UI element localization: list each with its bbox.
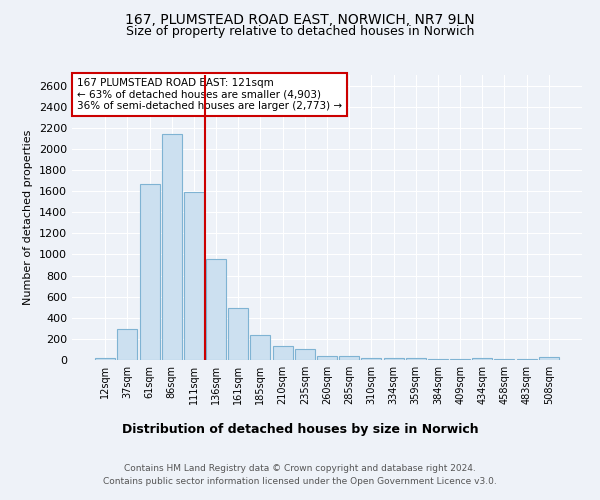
Bar xyxy=(250,334,271,360)
Bar xyxy=(339,356,359,360)
Bar xyxy=(162,134,182,360)
Bar xyxy=(361,358,382,360)
Bar xyxy=(472,358,492,360)
Y-axis label: Number of detached properties: Number of detached properties xyxy=(23,130,34,305)
Bar xyxy=(140,184,160,360)
Bar xyxy=(539,358,559,360)
Bar xyxy=(295,349,315,360)
Bar xyxy=(228,308,248,360)
Text: 167 PLUMSTEAD ROAD EAST: 121sqm
← 63% of detached houses are smaller (4,903)
36%: 167 PLUMSTEAD ROAD EAST: 121sqm ← 63% of… xyxy=(77,78,342,111)
Bar xyxy=(206,258,226,360)
Text: 167, PLUMSTEAD ROAD EAST, NORWICH, NR7 9LN: 167, PLUMSTEAD ROAD EAST, NORWICH, NR7 9… xyxy=(125,12,475,26)
Bar xyxy=(317,356,337,360)
Bar xyxy=(95,358,115,360)
Bar xyxy=(272,346,293,360)
Text: Size of property relative to detached houses in Norwich: Size of property relative to detached ho… xyxy=(126,25,474,38)
Bar xyxy=(383,358,404,360)
Text: Distribution of detached houses by size in Norwich: Distribution of detached houses by size … xyxy=(122,422,478,436)
Text: Contains HM Land Registry data © Crown copyright and database right 2024.: Contains HM Land Registry data © Crown c… xyxy=(124,464,476,473)
Text: Contains public sector information licensed under the Open Government Licence v3: Contains public sector information licen… xyxy=(103,478,497,486)
Bar xyxy=(184,192,204,360)
Bar xyxy=(406,358,426,360)
Bar xyxy=(118,330,137,360)
